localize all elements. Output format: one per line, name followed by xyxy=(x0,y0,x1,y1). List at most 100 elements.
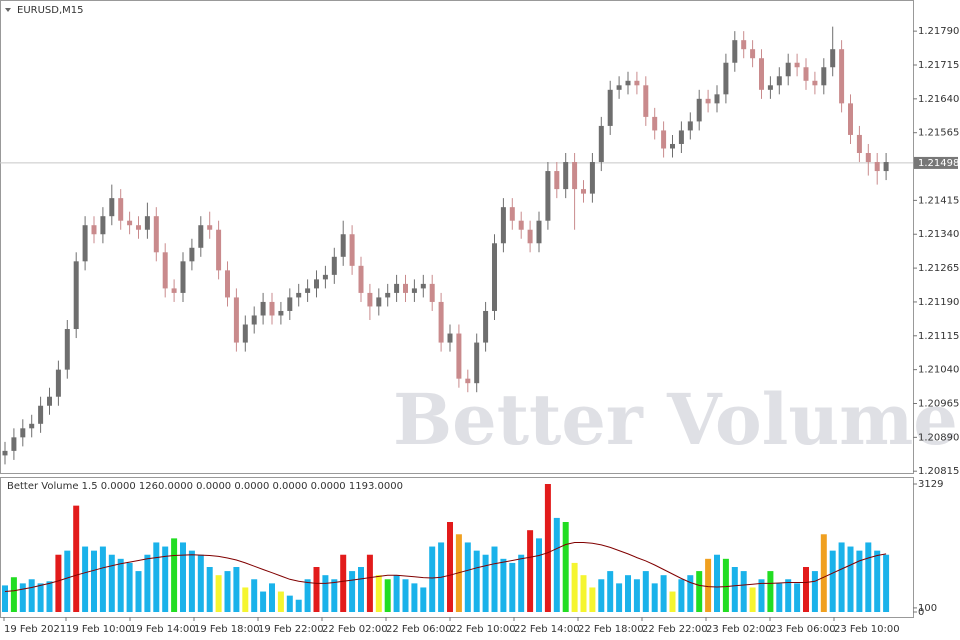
candle-body xyxy=(759,58,764,90)
y-tick-label: 1.21415 xyxy=(918,195,959,206)
candle-body xyxy=(216,229,222,271)
volume-bar xyxy=(518,554,525,612)
candle-body xyxy=(839,49,845,104)
candle-body xyxy=(438,301,444,343)
candle-body xyxy=(251,315,257,325)
volume-bar xyxy=(153,542,160,612)
candle-body xyxy=(242,324,248,343)
volume-bar xyxy=(749,587,756,612)
candle-body xyxy=(429,283,435,302)
candle-body xyxy=(785,62,791,77)
candle-body xyxy=(153,216,159,253)
volume-bar xyxy=(580,575,587,612)
candle-body xyxy=(109,198,115,217)
candle-body xyxy=(269,301,275,316)
volume-bar xyxy=(251,579,258,612)
candle-body xyxy=(518,220,524,230)
y-tick-label: 1.21190 xyxy=(918,297,959,308)
volume-bar xyxy=(171,538,178,612)
volume-bar xyxy=(598,579,605,612)
indicator-title: Better Volume 1.5 0.0000 1260.0000 0.000… xyxy=(7,481,403,492)
candle-body xyxy=(207,225,213,230)
candle-body xyxy=(696,98,702,122)
volume-bar xyxy=(10,577,17,612)
candle-body xyxy=(127,220,133,226)
volume-bar xyxy=(687,575,694,612)
candle-body xyxy=(865,153,871,163)
volume-bar xyxy=(633,579,640,612)
candle-body xyxy=(73,261,79,330)
candle-body xyxy=(20,428,26,438)
candle-body xyxy=(322,274,328,280)
candle-body xyxy=(64,329,70,370)
candle-body xyxy=(225,270,230,298)
volume-bar xyxy=(429,546,436,612)
candle-body xyxy=(509,207,515,221)
volume-bar xyxy=(162,546,169,612)
candle-body xyxy=(563,162,569,190)
candle-body xyxy=(767,85,773,90)
candle-body xyxy=(643,85,649,117)
candle-body xyxy=(527,229,533,244)
volume-bar xyxy=(625,575,631,612)
volume-bar xyxy=(464,542,471,612)
y-tick-label: 1.21265 xyxy=(918,263,959,274)
candle-body xyxy=(29,423,35,429)
volume-bar xyxy=(820,534,827,612)
volume-bar xyxy=(55,554,62,612)
candle-body xyxy=(483,310,489,343)
candle-body xyxy=(403,283,408,293)
volume-bar xyxy=(215,575,222,612)
candle-body xyxy=(305,288,311,293)
current-price-box xyxy=(914,156,958,169)
volume-bar xyxy=(411,583,418,612)
volume-bar xyxy=(313,567,320,612)
x-tick-label: 19 Feb 14:00 xyxy=(130,624,196,635)
y-tick-label: 1.20890 xyxy=(918,432,959,443)
volume-bar xyxy=(527,530,534,612)
x-tick-label: 23 Feb 06:00 xyxy=(770,624,836,635)
volume-bar xyxy=(304,579,311,612)
volume-bar xyxy=(509,562,516,612)
volume-bar xyxy=(180,542,186,612)
candle-body xyxy=(634,80,640,86)
candle-body xyxy=(100,216,106,235)
y-tick-label: 1.21340 xyxy=(918,229,959,240)
y-tick-label: 1.21040 xyxy=(918,365,959,376)
volume-bar xyxy=(651,583,658,612)
volume-bar xyxy=(135,571,142,612)
volume-bar xyxy=(447,522,453,612)
volume-bar xyxy=(607,571,614,612)
candle-body xyxy=(545,171,551,221)
volume-bar xyxy=(393,575,400,612)
candle-body xyxy=(11,437,17,451)
volume-bar xyxy=(589,587,596,612)
volume-bar xyxy=(874,550,881,612)
candle-body xyxy=(794,62,800,68)
x-tick-label: 23 Feb 10:00 xyxy=(834,624,900,635)
volume-bar xyxy=(829,550,836,612)
y2-tick-label: 0 xyxy=(918,607,924,618)
y-tick-label: 1.21790 xyxy=(918,26,959,37)
volume-bar xyxy=(242,587,249,612)
volume-bar xyxy=(349,571,356,612)
candle-body xyxy=(741,40,747,50)
candle-body xyxy=(830,49,836,68)
volume-bar xyxy=(233,567,240,612)
candle-body xyxy=(260,301,266,316)
volume-bar xyxy=(544,484,551,612)
candle-body xyxy=(581,189,586,194)
menu-arrow xyxy=(5,8,11,12)
candle-body xyxy=(500,207,506,244)
candle-body xyxy=(367,292,373,307)
volume-bar xyxy=(64,550,71,612)
volume-bar xyxy=(553,517,560,612)
candle-body xyxy=(803,67,809,81)
candle-body xyxy=(162,252,168,289)
x-tick-label: 19 Feb 18:00 xyxy=(194,624,260,635)
volume-bar xyxy=(28,579,35,612)
y-tick-label: 1.20815 xyxy=(918,466,959,477)
volume-bar xyxy=(37,583,44,612)
candle-body xyxy=(233,297,239,343)
candle-body xyxy=(358,265,364,293)
